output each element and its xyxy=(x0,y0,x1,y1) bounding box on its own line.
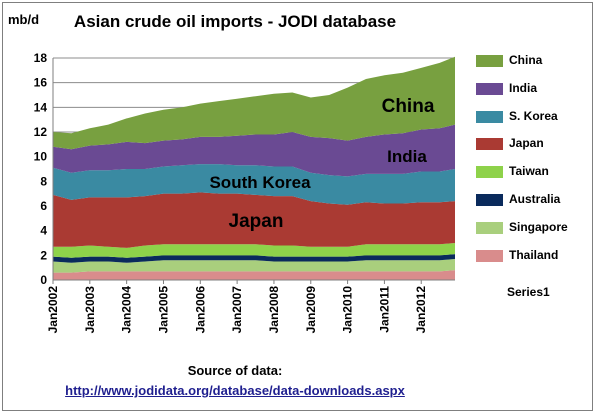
legend-label: Taiwan xyxy=(509,164,549,179)
x-tick-label: Jan2004 xyxy=(120,286,134,334)
legend-label: Australia xyxy=(509,192,561,206)
legend-label: S. Korea xyxy=(509,108,558,123)
annotation-south-korea: South Korea xyxy=(209,173,311,192)
legend-swatch xyxy=(476,194,503,206)
x-tick-label: Jan2005 xyxy=(156,286,170,334)
x-tick-label: Jan2006 xyxy=(193,286,207,334)
legend-label: Japan xyxy=(509,136,544,151)
area-china xyxy=(53,56,455,150)
annotation-china: China xyxy=(382,96,435,117)
y-tick-label: 16 xyxy=(34,76,48,90)
area-australia xyxy=(53,254,455,263)
area-singapore xyxy=(53,259,455,273)
annotation-india: India xyxy=(387,147,427,166)
area-taiwan xyxy=(53,243,455,258)
y-tick-label: 2 xyxy=(40,248,47,262)
area-thailand xyxy=(53,270,455,280)
area-japan xyxy=(53,192,455,248)
area-s-korea xyxy=(53,164,455,205)
x-tick-label: Jan2008 xyxy=(267,286,281,334)
y-tick-label: 10 xyxy=(34,150,48,164)
annotation-japan: Japan xyxy=(229,211,284,232)
area-india xyxy=(53,124,455,177)
x-tick-label: Jan2011 xyxy=(377,286,391,333)
x-tick-label: Jan2007 xyxy=(230,286,244,334)
y-tick-label: 4 xyxy=(40,224,47,238)
legend-label: Thailand xyxy=(509,247,559,262)
chart-title: Asian crude oil imports - JODI database xyxy=(73,12,397,31)
y-tick-label: 18 xyxy=(34,51,48,65)
legend-swatch xyxy=(476,221,503,234)
legend-swatch xyxy=(476,138,503,151)
x-tick-label: Jan2009 xyxy=(304,286,318,334)
source-link[interactable]: http://www.jodidata.org/database/data-do… xyxy=(65,383,405,398)
y-axis-label: mb/d xyxy=(8,12,40,27)
legend-swatch xyxy=(476,55,503,67)
x-tick-label: Jan2010 xyxy=(341,286,355,334)
source-title: Source of data: xyxy=(187,363,283,378)
x-tick-label: Jan2012 xyxy=(414,286,428,334)
legend-swatch xyxy=(476,82,503,95)
y-tick-label: 0 xyxy=(40,273,47,287)
y-tick-label: 12 xyxy=(34,125,48,139)
legend-extra-entry: Series1 xyxy=(507,285,550,299)
legend-label: China xyxy=(509,53,543,67)
legend-label: Singapore xyxy=(509,219,568,234)
legend-swatch xyxy=(476,166,503,179)
legend-swatch xyxy=(476,110,503,123)
y-tick-label: 14 xyxy=(34,100,48,114)
y-tick-label: 6 xyxy=(40,199,47,213)
x-tick-label: Jan2003 xyxy=(83,286,97,334)
x-tick-label: Jan2002 xyxy=(46,286,60,334)
legend-label: India xyxy=(509,80,538,95)
y-tick-label: 8 xyxy=(40,174,47,188)
legend-swatch xyxy=(476,249,503,262)
